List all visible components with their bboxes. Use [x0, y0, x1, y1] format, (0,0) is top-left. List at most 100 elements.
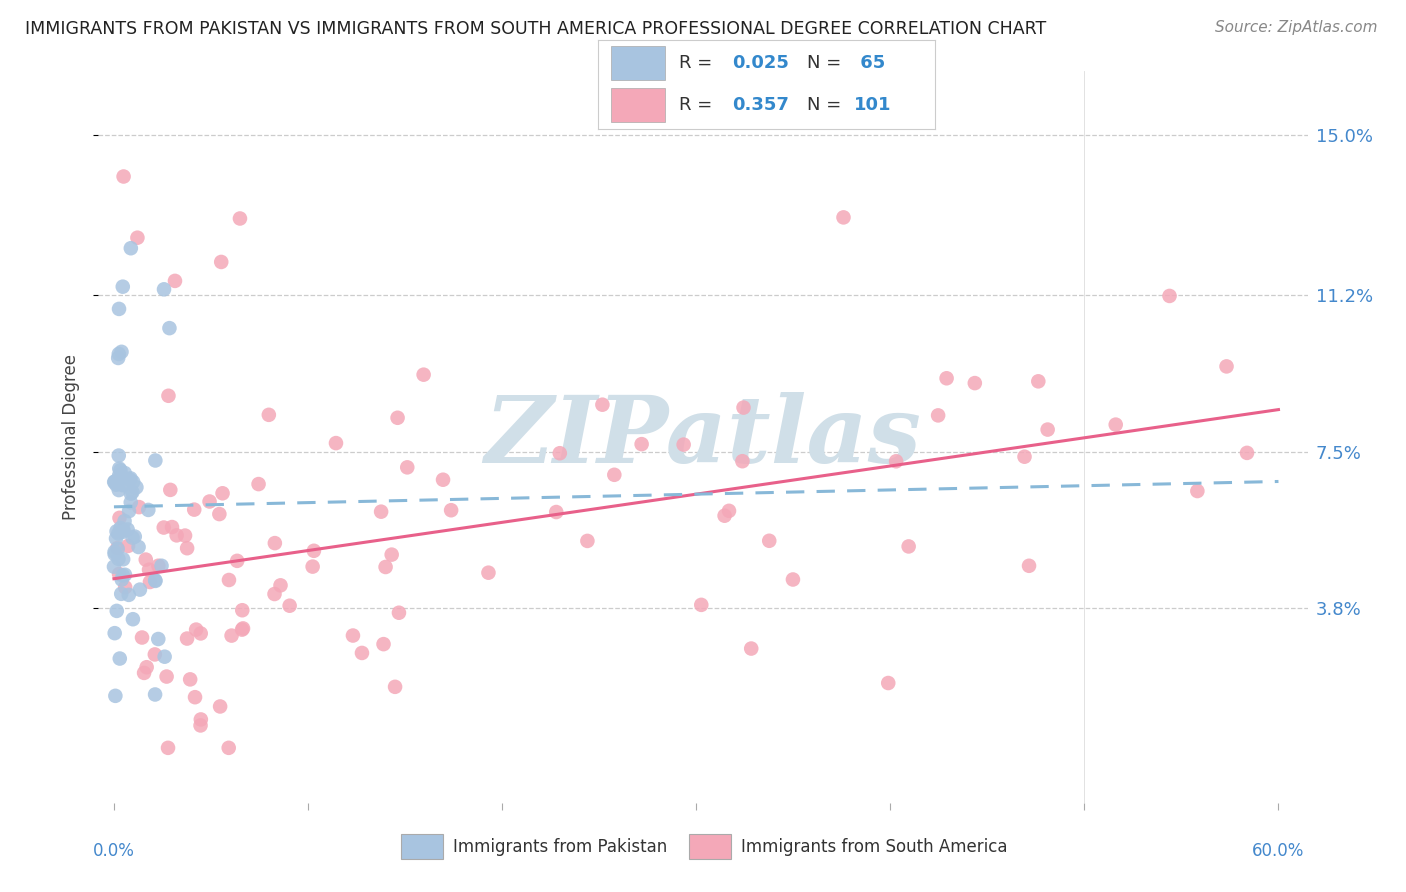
Point: [122, 475, 145, 489]
Point: [148, 558, 170, 573]
Point: [108, 511, 131, 525]
Point: [384, 680, 406, 694]
Point: [884, 454, 907, 468]
Point: [159, 321, 181, 335]
Point: [548, 446, 571, 460]
Point: [114, 567, 136, 582]
Point: [1105, 417, 1128, 432]
Point: [160, 520, 183, 534]
Point: [174, 528, 197, 542]
Point: [1215, 359, 1237, 374]
Point: [603, 467, 626, 482]
Point: [125, 480, 148, 494]
Point: [124, 530, 146, 544]
Point: [221, 629, 243, 643]
Point: [877, 676, 900, 690]
Point: [108, 347, 131, 361]
Point: [110, 587, 132, 601]
Point: [190, 626, 212, 640]
Point: [114, 466, 136, 480]
Point: [1187, 483, 1209, 498]
Point: [231, 623, 253, 637]
Point: [184, 623, 207, 637]
Point: [139, 574, 162, 589]
Point: [104, 547, 127, 561]
Point: [128, 540, 150, 554]
Bar: [612, 46, 665, 80]
Point: [208, 507, 231, 521]
Point: [247, 477, 270, 491]
Point: [897, 540, 920, 554]
Point: [107, 351, 129, 365]
Point: [388, 606, 411, 620]
Point: [935, 371, 957, 385]
Point: [110, 467, 132, 482]
Point: [105, 532, 128, 546]
Point: [183, 502, 205, 516]
Point: [1036, 423, 1059, 437]
Point: [232, 621, 254, 635]
Point: [350, 646, 373, 660]
Text: N =: N =: [807, 96, 846, 114]
Point: [112, 523, 135, 537]
Point: [211, 486, 233, 500]
Point: [546, 505, 568, 519]
Point: [302, 543, 325, 558]
Point: [150, 558, 173, 573]
Point: [370, 505, 392, 519]
Point: [963, 376, 986, 390]
Point: [342, 628, 364, 642]
Point: [118, 504, 141, 518]
Point: [105, 524, 128, 539]
Point: [108, 301, 131, 316]
Point: [104, 626, 127, 640]
Point: [270, 578, 292, 592]
Text: 0.357: 0.357: [733, 96, 789, 114]
Point: [176, 541, 198, 556]
Point: [1159, 289, 1181, 303]
Point: [218, 573, 240, 587]
Point: [740, 641, 762, 656]
Point: [690, 598, 713, 612]
Point: [477, 566, 499, 580]
Point: [112, 524, 135, 539]
Point: [325, 436, 347, 450]
Point: [107, 483, 129, 497]
Point: [733, 401, 755, 415]
Point: [104, 689, 127, 703]
Point: [184, 690, 207, 705]
Point: [782, 573, 804, 587]
Y-axis label: Professional Degree: Professional Degree: [62, 354, 80, 520]
Point: [110, 521, 132, 535]
Point: [190, 718, 212, 732]
Point: [1014, 450, 1036, 464]
Point: [209, 255, 232, 269]
Point: [148, 632, 170, 646]
Point: [121, 531, 143, 545]
Point: [107, 526, 129, 541]
Point: [832, 211, 855, 225]
Point: [111, 477, 134, 491]
Point: [121, 485, 143, 500]
Point: [1236, 446, 1258, 460]
Text: N =: N =: [807, 54, 846, 72]
Point: [927, 409, 949, 423]
Point: [105, 541, 128, 555]
Text: R =: R =: [679, 54, 717, 72]
Point: [152, 520, 174, 534]
Point: [198, 494, 221, 508]
Text: 0.025: 0.025: [733, 54, 789, 72]
Text: IMMIGRANTS FROM PAKISTAN VS IMMIGRANTS FROM SOUTH AMERICA PROFESSIONAL DEGREE CO: IMMIGRANTS FROM PAKISTAN VS IMMIGRANTS F…: [25, 20, 1046, 37]
Point: [373, 637, 395, 651]
Point: [190, 713, 212, 727]
Point: [440, 503, 463, 517]
Point: [143, 453, 166, 467]
Point: [166, 528, 188, 542]
Point: [108, 566, 131, 581]
Point: [713, 508, 735, 523]
Point: [136, 503, 159, 517]
Point: [218, 740, 240, 755]
Point: [257, 408, 280, 422]
Point: [105, 604, 128, 618]
Point: [263, 587, 285, 601]
